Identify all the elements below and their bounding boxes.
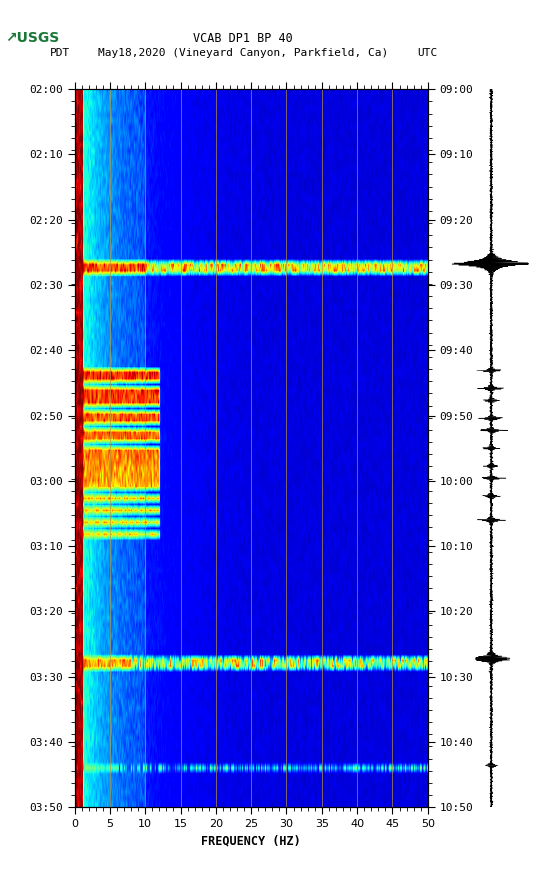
Text: UTC: UTC bbox=[417, 48, 437, 58]
Text: PDT: PDT bbox=[50, 48, 70, 58]
Text: VCAB DP1 BP 40: VCAB DP1 BP 40 bbox=[193, 32, 293, 45]
Text: ↗USGS: ↗USGS bbox=[6, 31, 60, 45]
Text: May18,2020 (Vineyard Canyon, Parkfield, Ca): May18,2020 (Vineyard Canyon, Parkfield, … bbox=[98, 48, 388, 58]
X-axis label: FREQUENCY (HZ): FREQUENCY (HZ) bbox=[201, 835, 301, 847]
